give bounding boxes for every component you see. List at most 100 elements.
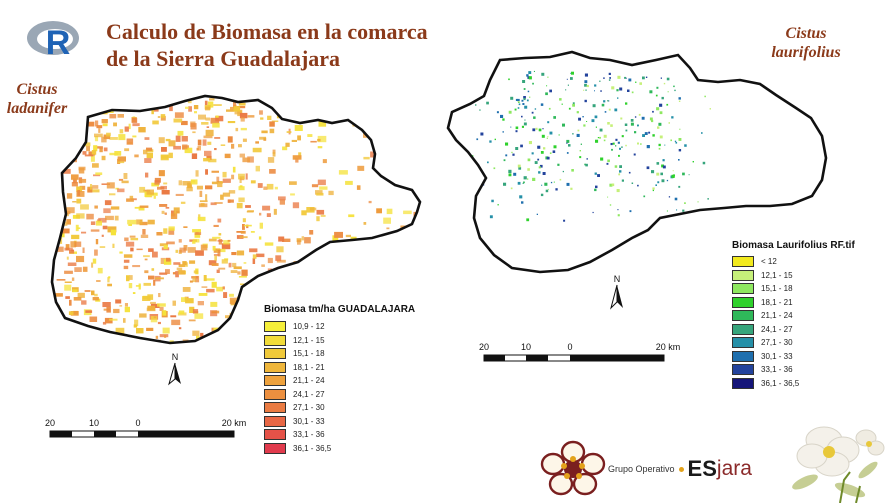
scale-label: 0: [135, 418, 141, 428]
north-arrow-icon: [610, 284, 623, 310]
laurifolius-legend-item: 36,1 - 36,5: [732, 377, 855, 391]
laurifolius-legend-item: 12,1 - 15: [732, 269, 855, 283]
legend-label: 30,1 - 33: [761, 351, 793, 361]
legend-label: 30,1 - 33: [293, 416, 325, 426]
legend-swatch: [264, 348, 286, 360]
ladanifer-legend-item: 33,1 - 36: [264, 428, 415, 442]
white-flower-photo-icon: [792, 426, 885, 503]
species-laurifolius-line-1: Cistus: [785, 25, 827, 42]
flower-logo-icon: [540, 440, 606, 496]
legend-label: 27,1 - 30: [293, 403, 325, 413]
legend-swatch: [732, 269, 754, 281]
legend-label: 15,1 - 18: [293, 349, 325, 359]
legend-label: 10,9 - 12: [293, 322, 325, 332]
scale-bar-laurifolius: 20 10 0 20 km: [478, 342, 698, 366]
legend-ladanifer-title: Biomasa tm/ha GUADALAJARA: [264, 304, 416, 315]
legend-swatch: [264, 321, 286, 333]
ladanifer-legend-item: 30,1 - 33: [264, 415, 415, 429]
legend-label: 12,1 - 15: [761, 270, 793, 280]
north-label-ladanifer: N: [171, 352, 179, 362]
scale-bar-graphic: [483, 354, 665, 362]
north-label-laurifolius: N: [613, 274, 621, 284]
legend-swatch: [732, 296, 754, 308]
legend-swatch: [264, 415, 286, 427]
legend-swatch: [264, 361, 286, 373]
r-logo-icon: R: [27, 21, 79, 62]
laurifolius-legend-item: 18,1 - 21: [732, 296, 855, 310]
r-logo-letter: R: [46, 24, 71, 62]
legend-label: 15,1 - 18: [761, 284, 793, 294]
legend-swatch: [264, 402, 286, 414]
legend-swatch: [264, 375, 286, 387]
ladanifer-legend-item: 10,9 - 12: [264, 320, 415, 334]
laurifolius-legend-item: 33,1 - 36: [732, 363, 855, 377]
legend-label: 24,1 - 27: [293, 389, 325, 399]
legend-swatch: [264, 388, 286, 400]
ladanifer-legend-item: 24,1 - 27: [264, 388, 415, 402]
scale-label: 20: [478, 342, 490, 352]
ladanifer-legend-item: 12,1 - 15: [264, 334, 415, 348]
legend-swatch: [732, 337, 754, 349]
esjara-brand: Grupo Operativo ES jara: [608, 456, 752, 482]
page-title: Calculo de Biomasa en la comarca de la S…: [106, 18, 428, 72]
brand-es: ES: [687, 456, 717, 481]
scale-label: 20: [44, 418, 56, 428]
brand-dot: [678, 466, 684, 472]
legend-label: < 12: [761, 257, 777, 267]
title-line-1: Calculo de Biomasa en la comarca: [106, 19, 428, 44]
scale-label: 20 km: [221, 418, 247, 428]
legend-label: 24,1 - 27: [761, 324, 793, 334]
group-label: Grupo Operativo: [608, 464, 675, 474]
legend-swatch: [732, 364, 754, 376]
laurifolius-legend-item: 15,1 - 18: [732, 282, 855, 296]
laurifolius-legend-item: 30,1 - 33: [732, 350, 855, 364]
ladanifer-legend-item: 18,1 - 21: [264, 361, 415, 375]
ladanifer-legend-item: 15,1 - 18: [264, 347, 415, 361]
legend-swatch: [264, 429, 286, 441]
r-logo: R: [24, 14, 86, 64]
legend-label: 18,1 - 21: [293, 362, 325, 372]
legend-ladanifer: Biomasa tm/ha GUADALAJARA 10,9 - 12 12,1 …: [264, 304, 415, 455]
laurifolius-legend-item: 27,1 - 30: [732, 336, 855, 350]
legend-label: 27,1 - 30: [761, 338, 793, 348]
species-laurifolius-line-2: laurifolius: [771, 44, 841, 61]
north-arrow-laurifolius: N: [608, 274, 626, 315]
scale-label: 20 km: [655, 342, 681, 352]
ladanifer-legend-item: 36,1 - 36,5: [264, 442, 415, 456]
legend-swatch: [732, 310, 754, 322]
brand-jara: jara: [716, 457, 752, 480]
legend-swatch: [732, 377, 754, 389]
laurifolius-legend-item: 21,1 - 24: [732, 309, 855, 323]
species-label-ladanifer: Cistus ladanifer: [6, 80, 68, 118]
title-line-2: de la Sierra Guadalajara: [106, 46, 341, 71]
scale-label: 10: [520, 342, 532, 352]
north-arrow-icon: [168, 362, 181, 386]
legend-label: 33,1 - 36: [293, 430, 325, 440]
legend-swatch: [732, 256, 754, 268]
legend-laurifolius-title: Biomasa Laurifolius RF.tif: [732, 240, 855, 251]
scale-label: 10: [88, 418, 100, 428]
legend-swatch: [264, 334, 286, 346]
legend-label: 36,1 - 36,5: [293, 443, 332, 453]
legend-laurifolius: Biomasa Laurifolius RF.tif < 12 12,1 - 15…: [732, 240, 855, 390]
species-ladanifer-line-2: ladanifer: [6, 100, 68, 117]
legend-label: 36,1 - 36,5: [761, 378, 800, 388]
legend-label: 12,1 - 15: [293, 335, 325, 345]
legend-label: 21,1 - 24: [761, 311, 793, 321]
scale-label: 0: [567, 342, 573, 352]
species-ladanifer-line-1: Cistus: [16, 81, 58, 98]
legend-swatch: [732, 283, 754, 295]
north-arrow-ladanifer: N: [166, 352, 184, 391]
laurifolius-legend-item: 24,1 - 27: [732, 323, 855, 337]
legend-label: 33,1 - 36: [761, 365, 793, 375]
scale-bar-graphic: [49, 430, 235, 438]
legend-swatch: [264, 442, 286, 454]
ladanifer-legend-item: 27,1 - 30: [264, 401, 415, 415]
species-label-laurifolius: Cistus laurifolius: [756, 24, 856, 62]
ladanifer-legend-item: 21,1 - 24: [264, 374, 415, 388]
legend-swatch: [732, 350, 754, 362]
legend-label: 18,1 - 21: [761, 297, 793, 307]
laurifolius-legend-item: < 12: [732, 255, 855, 269]
legend-label: 21,1 - 24: [293, 376, 325, 386]
